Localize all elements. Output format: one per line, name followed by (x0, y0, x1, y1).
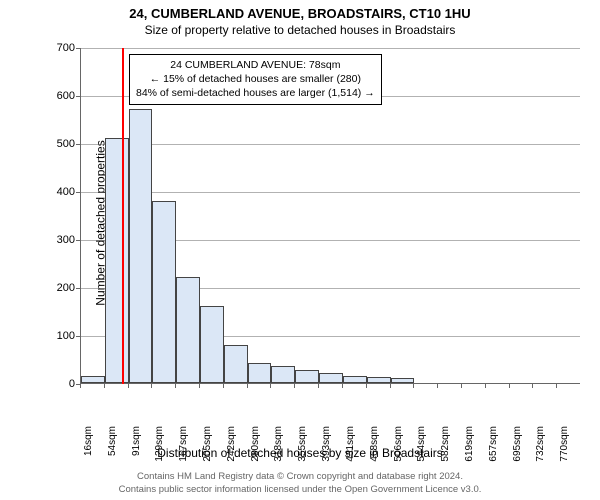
x-tick-mark (556, 384, 557, 388)
y-tick-label: 500 (45, 138, 75, 150)
y-tick-mark (76, 48, 80, 49)
x-tick-mark (342, 384, 343, 388)
histogram-bar (105, 138, 129, 383)
x-tick-mark (104, 384, 105, 388)
x-tick-mark (532, 384, 533, 388)
histogram-bar (391, 378, 415, 383)
y-tick-mark (76, 192, 80, 193)
chart-container: Number of detached properties 24 CUMBERL… (50, 48, 580, 412)
histogram-bar (224, 345, 248, 383)
y-tick-label: 400 (45, 186, 75, 198)
annotation-box: 24 CUMBERLAND AVENUE: 78sqm← 15% of deta… (129, 54, 382, 105)
x-tick-mark (366, 384, 367, 388)
y-tick-label: 700 (45, 42, 75, 54)
x-tick-mark (390, 384, 391, 388)
chart-title: 24, CUMBERLAND AVENUE, BROADSTAIRS, CT10… (0, 0, 600, 21)
histogram-bar (248, 363, 272, 383)
y-tick-mark (76, 240, 80, 241)
y-tick-label: 600 (45, 90, 75, 102)
histogram-bar (129, 109, 153, 383)
histogram-bar (295, 370, 319, 383)
y-tick-mark (76, 336, 80, 337)
y-tick-label: 300 (45, 234, 75, 246)
x-tick-mark (413, 384, 414, 388)
x-tick-mark (461, 384, 462, 388)
y-tick-mark (76, 96, 80, 97)
histogram-bar (81, 376, 105, 383)
x-tick-mark (128, 384, 129, 388)
y-tick-label: 0 (45, 378, 75, 390)
x-tick-mark (151, 384, 152, 388)
histogram-bar (152, 201, 176, 383)
grid-line (81, 48, 580, 49)
grid-line (81, 144, 580, 145)
chart-subtitle: Size of property relative to detached ho… (0, 21, 600, 37)
annotation-line: 24 CUMBERLAND AVENUE: 78sqm (136, 58, 375, 72)
x-tick-mark (294, 384, 295, 388)
x-tick-mark (437, 384, 438, 388)
annotation-line: ← 15% of detached houses are smaller (28… (136, 72, 375, 86)
x-tick-mark (509, 384, 510, 388)
x-tick-mark (223, 384, 224, 388)
y-tick-label: 200 (45, 282, 75, 294)
histogram-bar (319, 373, 343, 383)
histogram-bar (343, 376, 367, 383)
histogram-bar (367, 377, 391, 383)
x-tick-mark (199, 384, 200, 388)
annotation-line: 84% of semi-detached houses are larger (… (136, 86, 375, 100)
grid-line (81, 192, 580, 193)
x-tick-mark (485, 384, 486, 388)
x-axis-label: Distribution of detached houses by size … (0, 446, 600, 460)
histogram-bar (271, 366, 295, 383)
histogram-bar (200, 306, 224, 383)
property-marker-line (122, 48, 124, 384)
histogram-bar (176, 277, 200, 383)
plot-area: 24 CUMBERLAND AVENUE: 78sqm← 15% of deta… (80, 48, 580, 384)
x-tick-mark (318, 384, 319, 388)
footer-line-2: Contains public sector information licen… (0, 484, 600, 496)
x-tick-mark (80, 384, 81, 388)
y-tick-mark (76, 144, 80, 145)
footer-line-1: Contains HM Land Registry data © Crown c… (0, 471, 600, 483)
x-tick-mark (175, 384, 176, 388)
y-tick-label: 100 (45, 330, 75, 342)
y-tick-mark (76, 288, 80, 289)
x-tick-mark (270, 384, 271, 388)
footer-attribution: Contains HM Land Registry data © Crown c… (0, 471, 600, 496)
x-tick-mark (247, 384, 248, 388)
